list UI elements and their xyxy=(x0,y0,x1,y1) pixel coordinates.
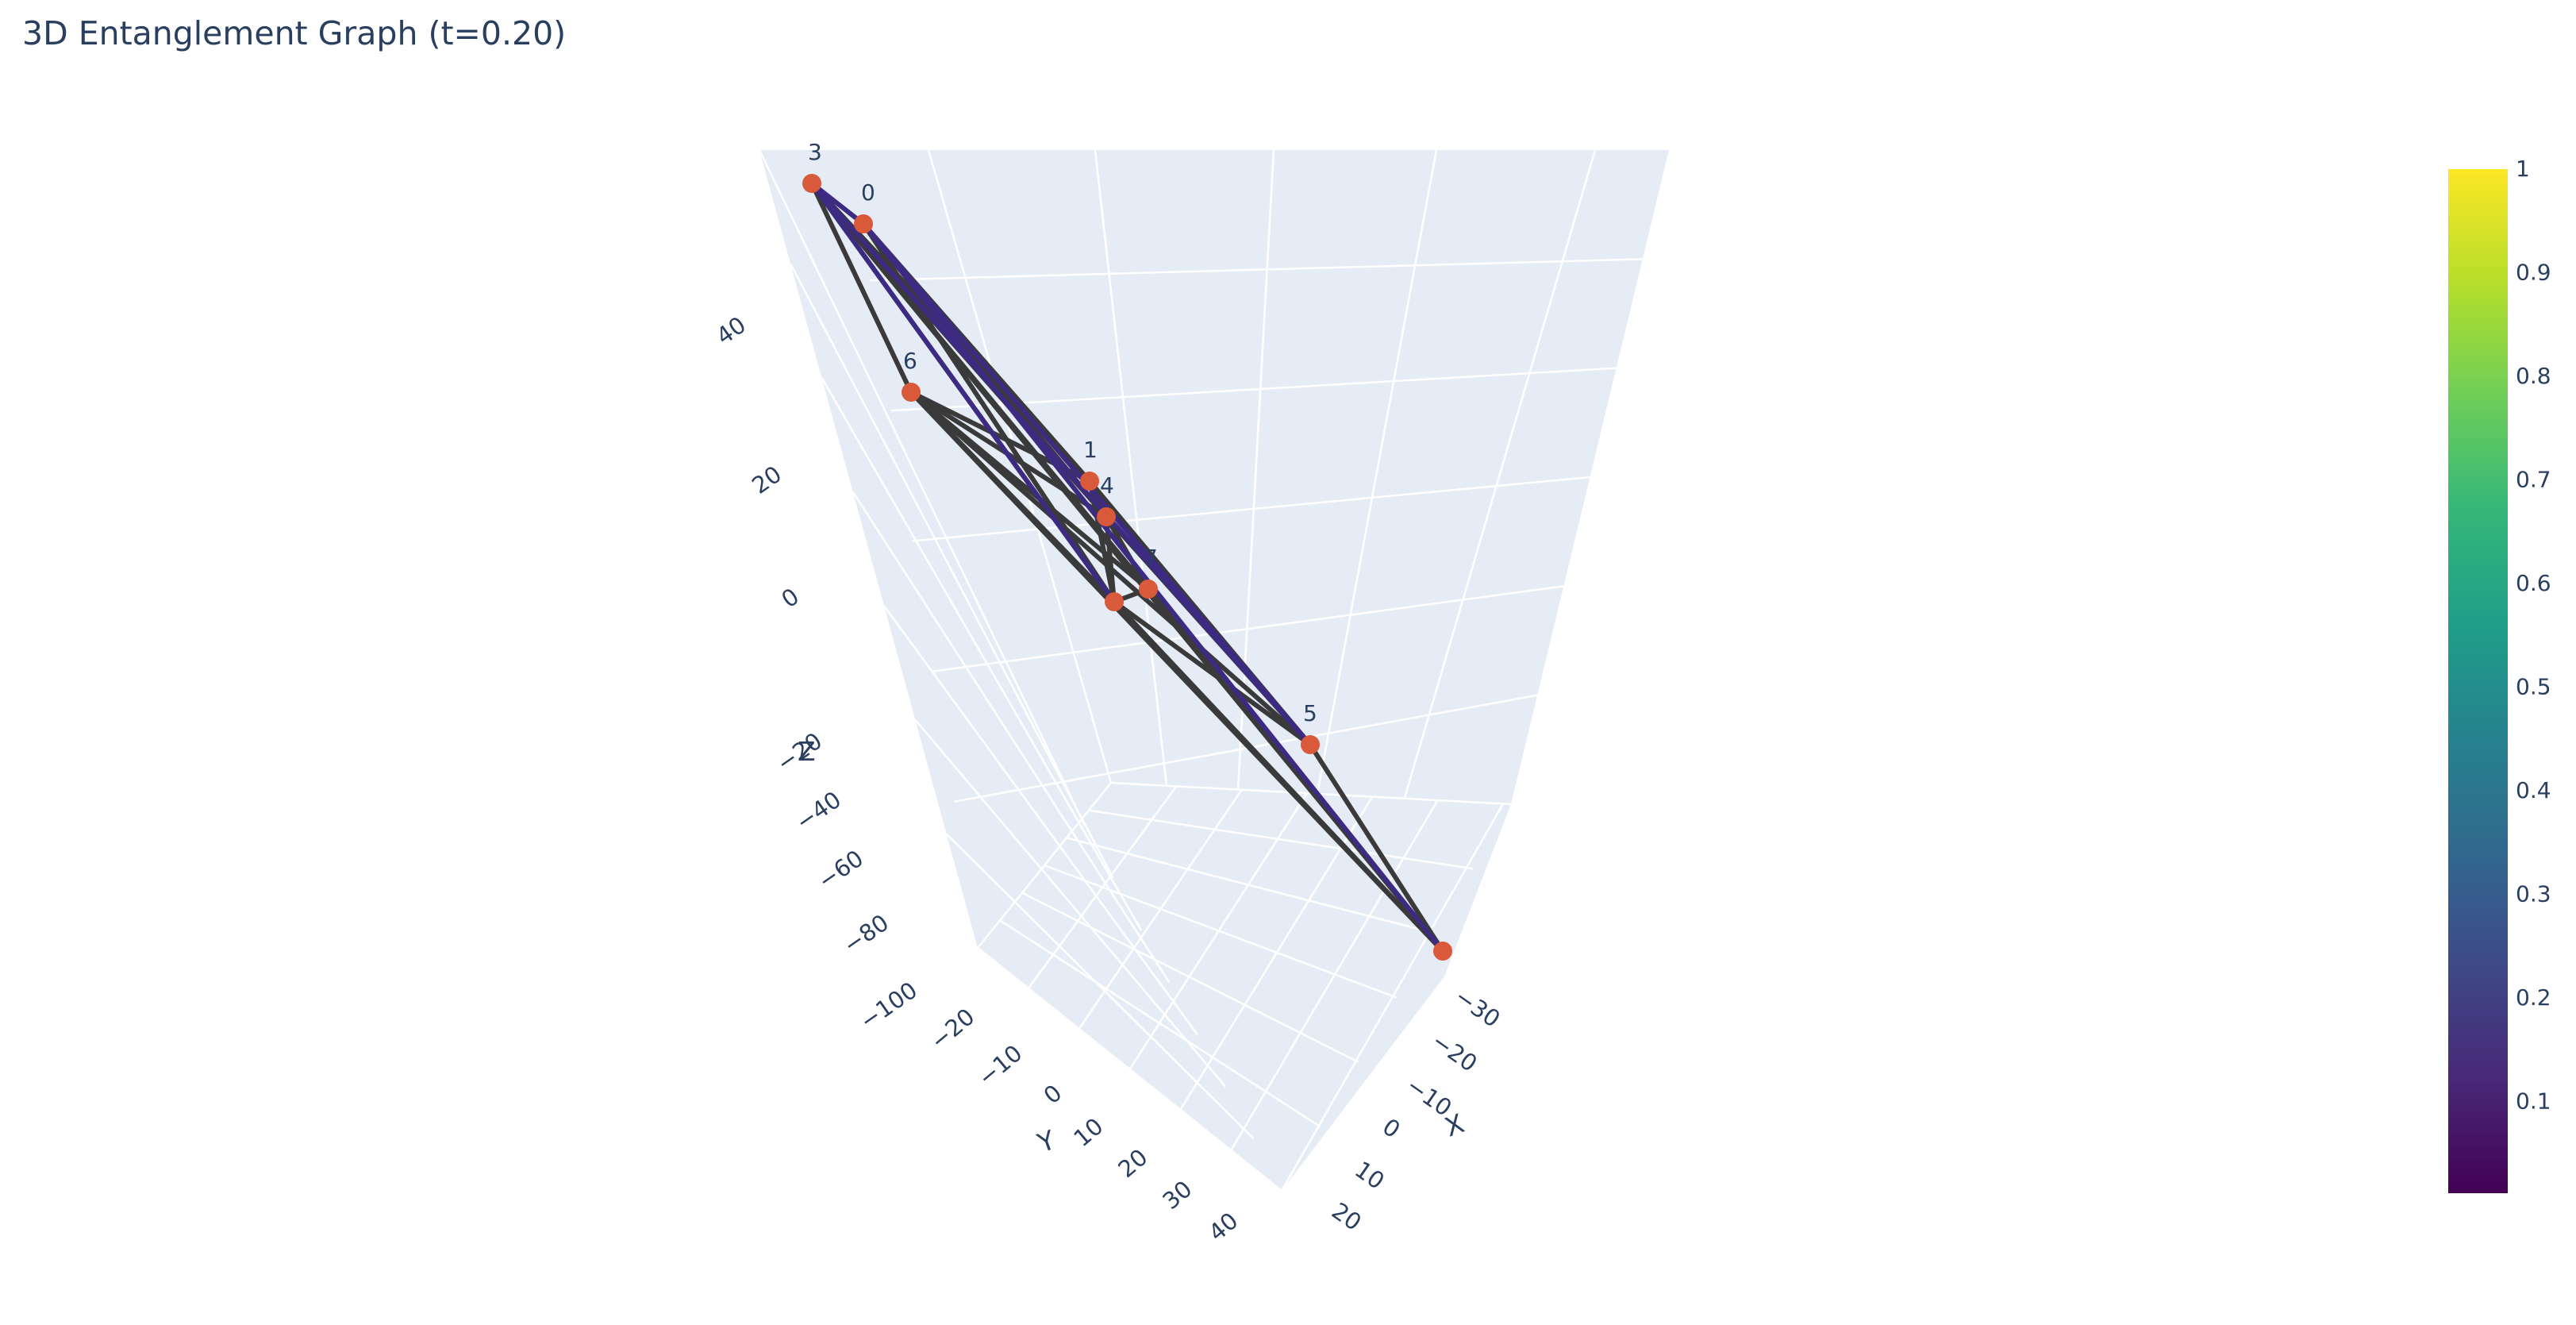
y-tick-4: 20 xyxy=(1113,1143,1152,1183)
node-label-7: 5 xyxy=(1303,700,1317,726)
node-label-4: 4 xyxy=(1100,472,1114,499)
node-label-5: 7 xyxy=(1144,545,1158,571)
y-axis-title: Y xyxy=(1032,1124,1059,1159)
grid-floor-b-2 xyxy=(1066,837,1435,934)
y-tick-3: 10 xyxy=(1068,1112,1108,1152)
node-0[interactable] xyxy=(802,174,821,193)
colorbar-tick-6: 0.4 xyxy=(2516,777,2551,803)
colorbar-tick-7: 0.3 xyxy=(2516,881,2551,907)
grid-floor-b-1 xyxy=(1088,809,1474,870)
z-tick-5: 0 xyxy=(776,583,804,613)
nodes[interactable]: 3 0 6 14 7 5 xyxy=(802,139,1452,961)
colorbar-tick-0: 1 xyxy=(2516,156,2530,182)
colorbar-tick-3: 0.7 xyxy=(2516,467,2551,493)
edge-0 xyxy=(809,182,913,394)
grid-left-6 xyxy=(945,833,1255,1140)
grid-lines xyxy=(758,149,1643,1192)
z-tick-7: 40 xyxy=(711,311,751,350)
edge-highlight-3 xyxy=(809,182,1117,603)
colorbar-tick-1: 0.9 xyxy=(2516,260,2551,286)
grid-back-h-4 xyxy=(932,585,1564,672)
grid-back-v-0 xyxy=(927,149,1113,784)
grid-back-h-5 xyxy=(954,694,1538,803)
edge-8 xyxy=(909,390,1091,483)
chart-title: 3D Entanglement Graph (t=0.20) xyxy=(22,14,567,52)
z-tick-3: −40 xyxy=(790,786,846,836)
node-1[interactable] xyxy=(854,214,873,233)
node-2[interactable] xyxy=(902,383,921,402)
z-tick-6: 20 xyxy=(747,460,786,499)
grid-left-4 xyxy=(883,605,1198,1035)
colorbar-ticks: 1 0.9 0.8 0.7 0.6 0.5 0.4 0.3 0.2 0.1 xyxy=(2516,156,2551,1115)
edge-21 xyxy=(1113,599,1312,747)
grid-left-0 xyxy=(758,149,1086,826)
z-axis-title: Z xyxy=(798,736,816,767)
grid-left-5 xyxy=(914,719,1227,1088)
node-8[interactable] xyxy=(1433,942,1452,961)
node-6[interactable] xyxy=(1105,592,1124,611)
grid-back-v-1 xyxy=(1094,149,1168,787)
colorbar xyxy=(2448,169,2508,1193)
grid-back-h-3 xyxy=(912,476,1590,542)
grid-back-v-3 xyxy=(1316,149,1438,795)
y-tick-1: −10 xyxy=(973,1039,1028,1091)
colorbar-tick-2: 0.8 xyxy=(2516,363,2551,389)
node-5[interactable] xyxy=(1139,580,1158,599)
colorbar-tick-8: 0.2 xyxy=(2516,984,2551,1011)
z-tick-0: −100 xyxy=(855,976,922,1035)
z-tick-2: −60 xyxy=(813,845,868,895)
node-7[interactable] xyxy=(1301,735,1320,754)
grid-floor-b-4 xyxy=(1021,892,1359,1063)
grid-left-1 xyxy=(790,263,1114,879)
node-3[interactable] xyxy=(1080,472,1099,491)
node-label-0: 3 xyxy=(808,139,822,165)
colorbar-tick-5: 0.5 xyxy=(2516,674,2551,700)
x-tick-5: 20 xyxy=(1327,1197,1367,1236)
grid-left-3 xyxy=(852,491,1171,983)
edge-22 xyxy=(1112,599,1445,953)
grid-floor-a-6 xyxy=(1280,803,1505,1192)
node-4[interactable] xyxy=(1097,507,1116,526)
grid-floor-b-3 xyxy=(1044,864,1397,999)
grid-back-h-1 xyxy=(870,258,1643,282)
colorbar-tick-9: 0.1 xyxy=(2516,1088,2551,1115)
grid-left-2 xyxy=(821,377,1142,931)
node-label-1: 0 xyxy=(861,179,875,206)
x-tick-0: −30 xyxy=(1450,983,1505,1033)
y-tick-5: 30 xyxy=(1157,1175,1197,1215)
y-tick-6: 40 xyxy=(1203,1207,1243,1246)
grid-back-v-4 xyxy=(1403,149,1597,799)
colorbar-tick-4: 0.6 xyxy=(2516,570,2551,596)
z-tick-1: −80 xyxy=(838,909,894,959)
y-tick-2: 0 xyxy=(1039,1079,1067,1109)
x-tick-4: 10 xyxy=(1350,1156,1390,1195)
y-tick-0: −20 xyxy=(925,1003,980,1054)
grid-floor-b-5 xyxy=(999,919,1321,1127)
x-tick-3: 0 xyxy=(1378,1113,1405,1143)
node-label-3: 1 xyxy=(1083,437,1098,463)
node-label-2: 6 xyxy=(903,348,917,374)
edge-highlight-2 xyxy=(809,182,1313,746)
grid-floor-b-6 xyxy=(977,947,1282,1192)
edge-23 xyxy=(1308,743,1445,953)
x-axis-title: X xyxy=(1440,1107,1468,1142)
x-tick-1: −20 xyxy=(1427,1027,1482,1077)
